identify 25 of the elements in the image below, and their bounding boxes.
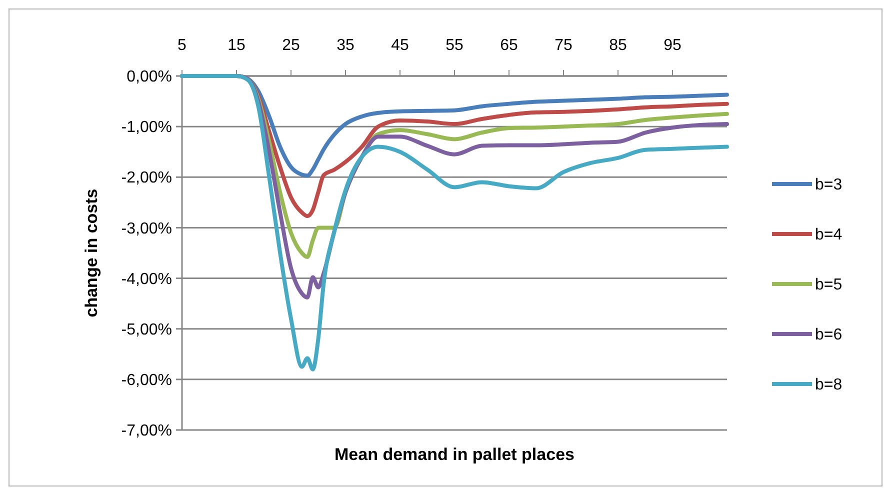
x-tick-label: 35 — [336, 37, 354, 54]
legend-label: b=4 — [815, 226, 842, 244]
legend-label: b=5 — [815, 276, 842, 294]
x-tick-label: 45 — [391, 37, 409, 54]
y-axis-title: change in costs — [82, 188, 101, 318]
x-tick-label: 75 — [554, 37, 572, 54]
x-tick-label: 15 — [228, 37, 246, 54]
x-tick-label: 85 — [609, 37, 627, 54]
y-tick-label: -3,00% — [121, 220, 172, 238]
y-tick-label: -6,00% — [121, 372, 172, 390]
x-tick-label: 25 — [282, 37, 300, 54]
x-axis-title: Mean demand in pallet places — [334, 445, 574, 464]
y-tick-label: -1,00% — [121, 119, 172, 136]
legend-label: b=6 — [815, 326, 842, 344]
legend-label: b=8 — [815, 376, 842, 394]
x-tick-label: 65 — [500, 37, 518, 54]
y-tick-label: 0,00% — [126, 68, 172, 86]
y-tick-label: -5,00% — [121, 321, 172, 338]
x-tick-label: 95 — [664, 37, 682, 54]
y-tick-label: -4,00% — [121, 270, 172, 288]
y-tick-label: -7,00% — [121, 422, 172, 440]
x-tick-label: 5 — [178, 37, 187, 54]
x-tick-label: 55 — [446, 37, 464, 54]
legend-label: b=3 — [815, 176, 842, 194]
y-tick-label: -2,00% — [121, 170, 172, 187]
